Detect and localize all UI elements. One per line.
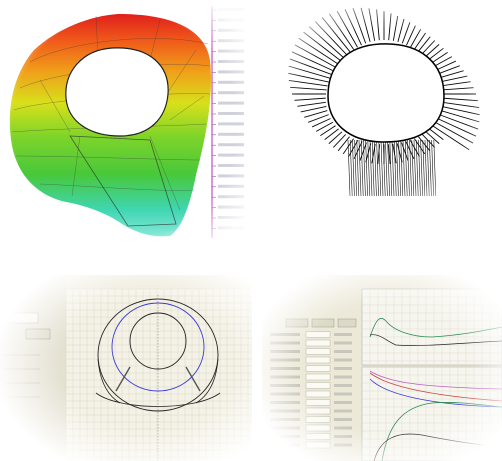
vector-field-panel [262,0,502,230]
cad-window-panel [0,275,252,461]
tunnel-vector-field-icon [262,0,502,230]
cad-cross-section-icon [0,275,252,461]
contour-plot-panel [0,0,250,250]
graph-window-panel [262,275,502,461]
tunnel-contour-icon [0,0,250,250]
curve-graph-icon [262,275,502,461]
